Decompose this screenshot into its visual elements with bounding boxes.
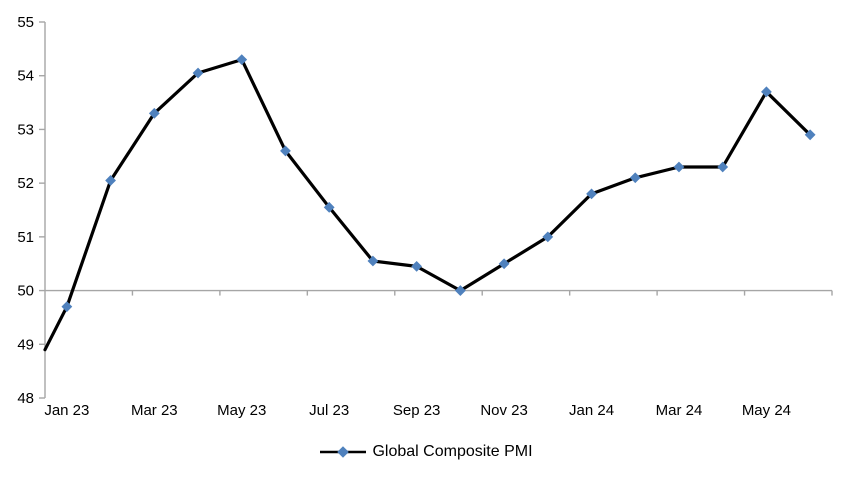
x-axis-tick-label: Mar 23	[131, 402, 178, 419]
data-point-marker	[236, 54, 248, 65]
pmi-line-chart-canvas: 55 54 53 52 51 50 49 48 Jan 23 Mar 23 May 23 Jul 23…	[17, 14, 833, 419]
data-point-marker	[498, 258, 510, 270]
y-axis-tick-label: 51	[17, 229, 34, 246]
y-axis-tick-label: 49	[17, 336, 34, 353]
legend-marker-icon	[320, 446, 367, 458]
x-axis-tick-label: Nov 23	[480, 402, 528, 419]
x-axis-tick-label: Jul 23	[309, 402, 349, 419]
chart-legend: Global Composite PMI	[0, 439, 852, 465]
legend-label: Global Composite PMI	[372, 443, 533, 460]
y-axis-tick-label: 55	[17, 14, 34, 31]
data-point-marker	[454, 285, 466, 296]
x-axis-tick-label: Jan 23	[44, 402, 89, 419]
data-point-marker	[411, 261, 423, 272]
y-axis-tick-label: 53	[17, 121, 34, 138]
x-axis-tick-label: Jan 24	[569, 402, 614, 419]
data-point-marker	[367, 255, 379, 267]
data-point-marker	[148, 107, 160, 119]
series-line	[43, 57, 812, 352]
data-point-marker	[673, 161, 685, 173]
x-axis-tick-label: May 23	[217, 402, 266, 419]
x-axis-tick-label: Mar 24	[656, 402, 703, 419]
data-point-marker	[717, 161, 729, 173]
data-point-marker	[323, 201, 335, 213]
data-point-marker	[804, 129, 816, 141]
data-point-marker	[629, 172, 641, 184]
data-point-marker	[61, 301, 73, 313]
y-axis-tick-label: 50	[17, 283, 34, 300]
x-axis-tick-label: Sep 23	[393, 402, 441, 419]
x-axis-tick-label: May 24	[742, 402, 791, 419]
legend-diamond-icon	[337, 446, 350, 458]
y-axis-tick-label: 54	[17, 68, 34, 85]
data-point-marker	[280, 145, 291, 157]
data-point-marker	[542, 231, 554, 243]
data-point-marker	[105, 175, 116, 186]
data-point-marker	[586, 188, 597, 200]
y-axis-tick-label: 48	[17, 390, 34, 407]
y-axis-tick-label: 52	[17, 175, 34, 192]
data-point-marker	[761, 86, 772, 98]
data-point-marker	[192, 67, 204, 79]
